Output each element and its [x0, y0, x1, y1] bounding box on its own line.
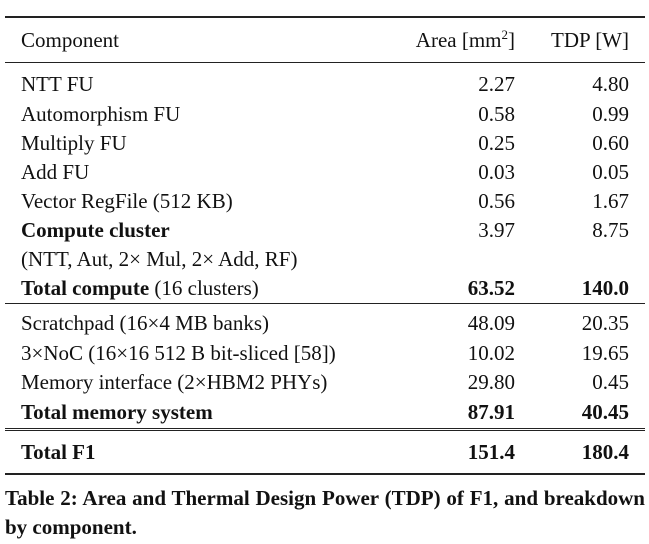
table-row: Vector RegFile (512 KB) 0.56 1.67 — [5, 187, 645, 216]
row-tdp: 19.65 — [581, 341, 629, 365]
header-component: Component — [5, 16, 375, 63]
row-name: Multiply FU — [21, 131, 127, 155]
row-tdp: 0.05 — [592, 160, 629, 184]
row-name: 3×NoC (16×16 512 B bit-sliced [58]) — [21, 341, 336, 365]
total-memory-tdp: 40.45 — [581, 400, 629, 424]
row-tdp: 1.67 — [592, 189, 629, 213]
row-tdp: 0.60 — [592, 131, 629, 155]
total-f1-name: Total F1 — [21, 439, 96, 464]
total-compute-tdp: 140.0 — [581, 276, 629, 300]
row-name: Automorphism FU — [21, 102, 181, 126]
total-compute-row: Total compute (16 clusters) 63.52 140.0 — [5, 274, 645, 304]
row-area: 0.58 — [478, 102, 515, 126]
row-area: 2.27 — [478, 72, 515, 96]
total-compute-area: 63.52 — [467, 276, 515, 300]
row-area: 10.02 — [467, 341, 515, 365]
cluster-detail: (NTT, Aut, 2× Mul, 2× Add, RF) — [21, 247, 298, 271]
total-compute-note: (16 clusters) — [149, 276, 259, 300]
total-f1-row: Total F1 151.4 180.4 — [5, 429, 645, 475]
total-compute-name: Total compute — [21, 276, 150, 300]
row-area: 48.09 — [467, 311, 515, 335]
total-memory-name: Total memory system — [21, 400, 213, 424]
compute-cluster-detail-row: (NTT, Aut, 2× Mul, 2× Add, RF) — [5, 245, 645, 274]
row-area: 0.25 — [478, 131, 515, 155]
table-row: Automorphism FU 0.58 0.99 — [5, 100, 645, 129]
cluster-area: 3.97 — [478, 218, 515, 242]
table-row: Add FU 0.03 0.05 — [5, 158, 645, 187]
row-name: Memory interface (2×HBM2 PHYs) — [21, 370, 328, 394]
row-tdp: 0.45 — [592, 370, 629, 394]
row-area: 29.80 — [467, 370, 515, 394]
compute-cluster-row: Compute cluster 3.97 8.75 — [5, 216, 645, 245]
row-area: 0.03 — [478, 160, 515, 184]
row-name: Scratchpad (16×4 MB banks) — [21, 311, 270, 335]
row-name: Add FU — [21, 160, 90, 184]
table-row: NTT FU 2.27 4.80 — [5, 63, 645, 101]
cluster-name: Compute cluster — [21, 218, 170, 242]
table-row: Memory interface (2×HBM2 PHYs) 29.80 0.4… — [5, 368, 645, 397]
table-row: Scratchpad (16×4 MB banks) 48.09 20.35 — [5, 304, 645, 340]
row-tdp: 4.80 — [592, 72, 629, 96]
header-tdp: TDP [W] — [519, 16, 645, 63]
total-memory-area: 87.91 — [467, 400, 515, 424]
table-header-row: Component Area [mm2] TDP [W] — [5, 16, 645, 63]
total-memory-row: Total memory system 87.91 40.45 — [5, 397, 645, 431]
row-name: NTT FU — [21, 72, 94, 96]
area-power-table: Component Area [mm2] TDP [W] NTT FU 2.27… — [5, 16, 645, 475]
row-area: 0.56 — [478, 189, 515, 213]
table-caption: Table 2: Area and Thermal Design Power (… — [5, 486, 645, 539]
table-row: Multiply FU 0.25 0.60 — [5, 129, 645, 158]
total-f1-area: 151.4 — [467, 439, 515, 464]
row-name: Vector RegFile (512 KB) — [21, 189, 233, 213]
row-tdp: 0.99 — [592, 102, 629, 126]
row-tdp: 20.35 — [581, 311, 629, 335]
total-f1-tdp: 180.4 — [581, 439, 629, 464]
table-row: 3×NoC (16×16 512 B bit-sliced [58]) 10.0… — [5, 339, 645, 368]
cluster-tdp: 8.75 — [592, 218, 629, 242]
header-area: Area [mm2] — [375, 16, 519, 63]
